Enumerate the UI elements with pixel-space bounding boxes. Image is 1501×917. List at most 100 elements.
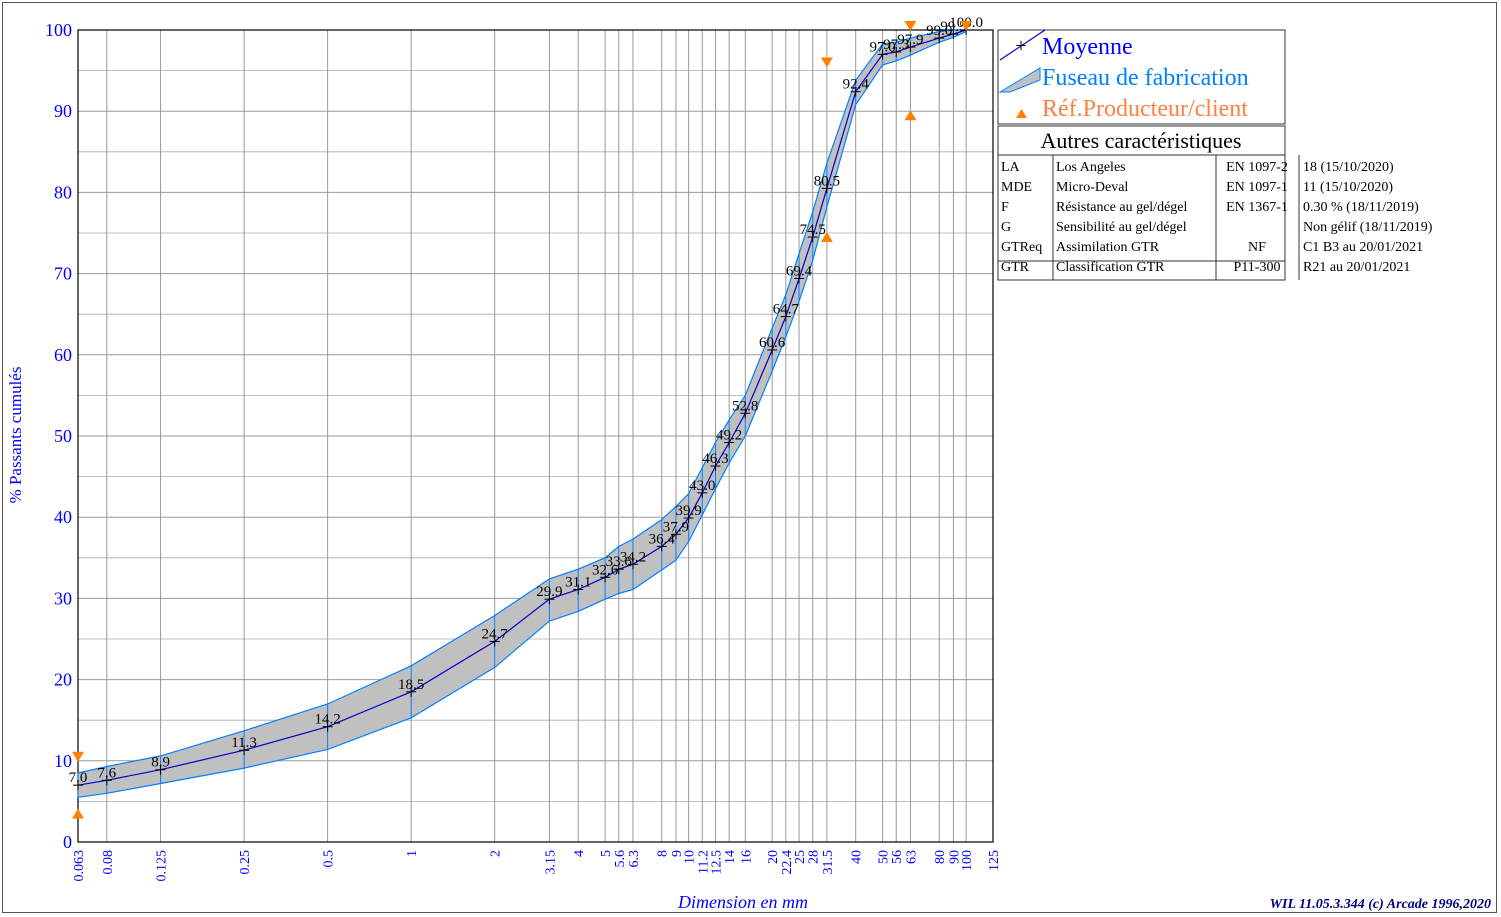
grid	[77, 29, 994, 843]
char-name: Résistance au gel/dégel	[1056, 200, 1188, 215]
x-tick-label: 0.125	[155, 850, 170, 882]
x-tick-label: 0.063	[72, 850, 87, 882]
mean-data-label: 92.4	[843, 77, 870, 93]
mean-point	[613, 564, 624, 575]
x-tick-label: 80	[933, 850, 948, 864]
char-norm: P11-300	[1234, 260, 1281, 275]
char-name: Sensibilité au gel/dégel	[1056, 220, 1187, 235]
legend-item-moyenne: + Moyenne	[999, 29, 1133, 61]
char-norm: NF	[1248, 240, 1266, 255]
mean-point	[322, 721, 333, 732]
mean-point	[489, 636, 500, 647]
characteristics-title: Autres caractéristiques	[1041, 128, 1242, 153]
x-tick-label: 5.6	[613, 850, 628, 868]
char-value: 0.30 % (18/11/2019)	[1303, 200, 1419, 215]
mean-point	[544, 594, 555, 605]
char-name: Assimilation GTR	[1056, 240, 1160, 255]
char-code: GTReq	[1001, 240, 1042, 255]
mean-data-label: 37.9	[663, 519, 689, 535]
mean-data-label: 97.9	[897, 32, 923, 48]
x-tick-label: 0.08	[101, 850, 116, 875]
legend-label-moyenne: Moyenne	[1042, 34, 1133, 60]
y-tick-label: 50	[54, 426, 72, 446]
mean-data-label: 97.3	[883, 37, 909, 53]
x-tick-label: 11.2	[696, 850, 711, 874]
ref-min-marker	[72, 808, 84, 819]
y-tick-label: 30	[54, 588, 72, 608]
x-tick-label: 8	[656, 850, 671, 857]
mean-data-label: 36.4	[649, 531, 676, 547]
x-tick-label: 22.4	[780, 850, 795, 875]
mean-data-label: 31.1	[565, 574, 591, 590]
mean-data-label: 11.3	[231, 735, 257, 751]
char-name: Los Angeles	[1056, 160, 1126, 175]
x-tick-label: 125	[987, 850, 1002, 871]
y-tick-label: 90	[54, 101, 72, 121]
fuseau-swatch-icon	[998, 67, 1041, 93]
x-tick-label: 25	[793, 850, 808, 864]
mean-point	[780, 311, 791, 322]
char-code: GTR	[1001, 260, 1030, 275]
y-tick-labels: 0 10 20 30 40 50 60 70 80 90 100	[45, 20, 72, 852]
mean-point	[934, 33, 945, 44]
legend-item-reference: Réf.Producteur/client	[1016, 96, 1248, 122]
ref-max-marker	[904, 20, 917, 31]
char-norm: EN 1097-1	[1226, 180, 1288, 195]
mean-point	[891, 46, 902, 57]
mean-data-label: 29.9	[536, 584, 562, 600]
credit-text: WIL 11.05.3.344 (c) Arcade 1996,2020	[1270, 897, 1491, 912]
x-tick-label: 4	[572, 850, 587, 857]
y-tick-label: 10	[54, 751, 72, 771]
moyenne-plus-icon: +	[1015, 35, 1026, 57]
characteristics-rows: LA Los Angeles EN 1097-2 18 (15/10/2020) MDE…	[1001, 160, 1433, 275]
mean-point	[948, 29, 959, 40]
mean-point	[697, 487, 708, 498]
char-value: Non gélif (18/11/2019)	[1303, 220, 1433, 235]
mean-point	[101, 775, 112, 786]
mean-point	[905, 42, 916, 53]
y-tick-label: 0	[63, 832, 72, 852]
mean-data-label: 7.6	[97, 765, 116, 781]
mean-data-label: 60.6	[759, 335, 786, 351]
mean-point	[740, 408, 751, 419]
mean-data-label: 33.6	[606, 554, 633, 570]
x-tick-label: 3.15	[543, 850, 558, 875]
legend: + Moyenne Fuseau de fabrication Réf.Prod…	[997, 29, 1286, 125]
mean-data-label: 24.7	[482, 626, 509, 642]
mean-data-label: 99.5	[940, 19, 966, 35]
mean-data-label: 7.0	[69, 770, 88, 786]
char-code: LA	[1001, 160, 1021, 175]
mean-series: 7.0 7.6 8.9 11.3 14.2 18.5 24.7 29.931.132.633.…	[69, 15, 983, 791]
x-tick-label: 16	[739, 850, 754, 864]
x-tick-label: 9	[670, 850, 685, 857]
mean-point	[877, 49, 888, 60]
mean-point	[850, 86, 861, 97]
x-tick-label: 0.25	[238, 850, 253, 875]
plot-border	[77, 29, 994, 843]
char-name: Micro-Deval	[1056, 180, 1128, 195]
y-tick-label: 60	[54, 345, 72, 365]
ref-min-marker	[904, 110, 917, 121]
char-value: C1 B3 au 20/01/2021	[1303, 240, 1423, 255]
mean-data-label: 74.5	[800, 222, 826, 238]
mean-data-label: 80.5	[814, 173, 840, 189]
x-tick-label: 20	[766, 850, 781, 864]
x-tick-label: 6.3	[627, 850, 642, 868]
mean-point	[794, 273, 805, 284]
ref-max-marker	[820, 57, 833, 68]
mean-data-label: 39.9	[676, 503, 702, 519]
legend-label-reference: Réf.Producteur/client	[1042, 96, 1248, 122]
x-tick-label: 90	[947, 850, 962, 864]
char-code: MDE	[1001, 180, 1032, 195]
fuseau-band	[77, 29, 967, 798]
char-norm: EN 1097-2	[1226, 160, 1288, 175]
x-tick-label: 40	[850, 850, 865, 864]
mean-data-label: 52.8	[732, 398, 758, 414]
char-name: Classification GTR	[1056, 260, 1165, 275]
ref-max-marker	[72, 751, 84, 762]
mean-data-label: 69.4	[786, 263, 813, 279]
x-tick-label: 28	[807, 850, 822, 864]
triangle-up-icon	[1016, 109, 1027, 118]
x-tick-label: 63	[904, 850, 919, 864]
